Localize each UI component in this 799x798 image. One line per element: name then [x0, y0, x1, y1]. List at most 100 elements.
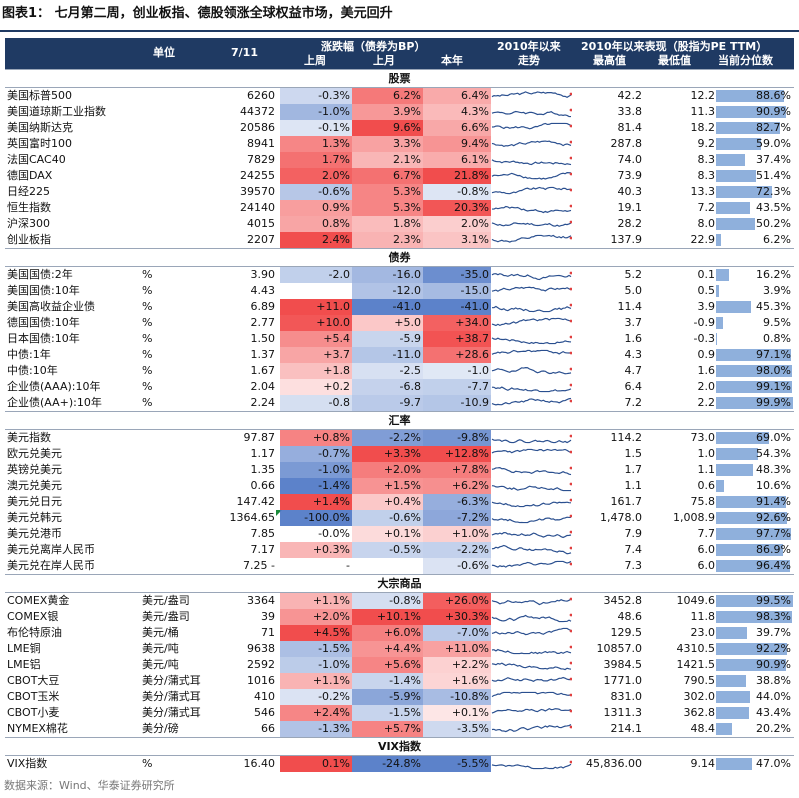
week-change: -1.3% — [280, 721, 352, 737]
week-change: +4.5% — [280, 625, 352, 641]
low-value: 1.6 — [697, 364, 716, 377]
percentile-cell: 48.3% — [715, 462, 794, 478]
header-pctile: 当前分位数 — [718, 54, 773, 67]
row-value: 16.40 — [243, 757, 276, 770]
row-unit — [142, 232, 208, 248]
header-trend-bottom: 走势 — [518, 54, 540, 67]
high-value: 7.3 — [624, 559, 643, 572]
percentile-cell: 59.0% — [715, 136, 794, 152]
month-change: +0.4% — [352, 494, 423, 510]
row-name: 美国道琼斯工业指数 — [7, 105, 106, 118]
percentile-value: 10.6% — [756, 479, 791, 492]
week-change: -2.0 — [280, 267, 352, 283]
trend-sparkline — [491, 395, 572, 411]
table-row: 恒生指数 24140 0.9% 5.3% 20.3% 19.1 7.2 43.5% — [5, 200, 794, 216]
header-date: 7/11 — [231, 46, 258, 59]
trend-sparkline — [491, 462, 572, 478]
high-value: 11.4 — [617, 300, 643, 313]
week-change: 0.9% — [280, 200, 352, 216]
row-name: COMEX银 — [7, 610, 59, 623]
month-change: 5.3% — [352, 200, 423, 216]
high-value: 129.5 — [610, 626, 643, 639]
trend-sparkline — [491, 657, 572, 673]
row-name: 日本国债:10年 — [7, 332, 80, 345]
row-name: LME铝 — [7, 658, 41, 671]
week-change: +1.1% — [280, 593, 352, 609]
high-value: 1771.0 — [603, 674, 643, 687]
trend-sparkline — [491, 641, 572, 657]
percentile-bar — [716, 122, 780, 134]
percentile-bar — [716, 333, 717, 345]
row-value: 147.42 — [236, 495, 276, 508]
percentile-cell: 91.4% — [715, 494, 794, 510]
percentile-value: 90.9% — [756, 658, 791, 671]
percentile-value: 98.3% — [756, 610, 791, 623]
table-row: 美国道琼斯工业指数 44372 -1.0% 3.9% 4.3% 33.8 11.3 90.9% — [5, 104, 794, 120]
trend-sparkline — [491, 120, 572, 136]
percentile-bar — [716, 464, 754, 476]
percentile-cell: 45.3% — [715, 299, 794, 315]
ytd-change: -1.0 — [423, 363, 491, 379]
percentile-bar — [716, 691, 750, 703]
table-row: CBOT小麦 美分/蒲式耳 546 +2.4% -1.5% +0.1% 1311.3 362.… — [5, 705, 794, 721]
row-value: 44372 — [240, 105, 275, 118]
ytd-change: +38.7 — [423, 331, 491, 347]
percentile-bar — [716, 659, 786, 671]
month-change: 3.3% — [352, 136, 423, 152]
section-header: 大宗商品 — [5, 574, 794, 593]
ytd-change: -10.8% — [423, 689, 491, 705]
row-value: 8941 — [247, 137, 275, 150]
row-unit: % — [142, 268, 153, 281]
market-table: 股票 美国标普500 6260 -0.3% 6.2% 6.4% 42.2 12.2 88.6% 美… — [5, 69, 794, 772]
trend-sparkline — [491, 542, 572, 558]
month-change: +5.6% — [352, 657, 423, 673]
trend-sparkline — [491, 267, 572, 283]
percentile-bar — [716, 154, 745, 166]
month-change: +6.0% — [352, 625, 423, 641]
ytd-change: -3.5% — [423, 721, 491, 737]
month-change: -1.4% — [352, 673, 423, 689]
ytd-change: 6.4% — [423, 88, 491, 104]
low-value: 0.9 — [697, 348, 716, 361]
week-change: 0.8% — [280, 216, 352, 232]
week-change: -0.8 — [280, 395, 352, 411]
row-value: 2207 — [247, 233, 275, 246]
ytd-change: +28.6 — [423, 347, 491, 363]
row-value: 1.37 — [250, 348, 276, 361]
week-change: -0.6% — [280, 184, 352, 200]
ytd-change: 2.0% — [423, 216, 491, 232]
high-value: 1.7 — [624, 463, 643, 476]
trend-sparkline — [491, 705, 572, 721]
ytd-change: -7.0% — [423, 625, 491, 641]
high-value: 7.2 — [624, 396, 643, 409]
row-name: 创业板指 — [7, 233, 51, 246]
week-change: +3.7 — [280, 347, 352, 363]
trend-sparkline — [491, 363, 572, 379]
month-change: -16.0 — [352, 267, 423, 283]
table-row: 法国CAC40 7829 1.7% 2.1% 6.1% 74.0 8.3 37.4% — [5, 152, 794, 168]
percentile-value: 44.0% — [756, 690, 791, 703]
week-change: -0.2% — [280, 689, 352, 705]
percentile-bar — [716, 544, 783, 556]
row-value: 4.43 — [250, 284, 276, 297]
row-unit — [142, 104, 208, 120]
percentile-value: 0.8% — [763, 332, 791, 345]
row-unit: 美分/蒲式耳 — [142, 674, 201, 687]
low-value: 1.0 — [697, 447, 716, 460]
table-row: CBOT大豆 美分/蒲式耳 1016 +1.1% -1.4% +1.6% 1771.0 790… — [5, 673, 794, 689]
trend-sparkline — [491, 347, 572, 363]
row-unit: % — [142, 364, 153, 377]
percentile-value: 20.2% — [756, 722, 791, 735]
high-value: 114.2 — [610, 431, 643, 444]
ytd-change: -0.8% — [423, 184, 491, 200]
trend-sparkline — [491, 673, 572, 689]
high-value: 3984.5 — [603, 658, 643, 671]
month-change: -0.8% — [352, 593, 423, 609]
header-unit: 单位 — [153, 46, 175, 59]
percentile-value: 92.6% — [756, 511, 791, 524]
table-row: 美元指数 97.87 +0.8% -2.2% -9.8% 114.2 73.0 69.0% — [5, 430, 794, 446]
month-change: 1.8% — [352, 216, 423, 232]
month-change: 6.7% — [352, 168, 423, 184]
percentile-cell: 99.9% — [715, 395, 794, 411]
high-value: 1.5 — [624, 447, 643, 460]
